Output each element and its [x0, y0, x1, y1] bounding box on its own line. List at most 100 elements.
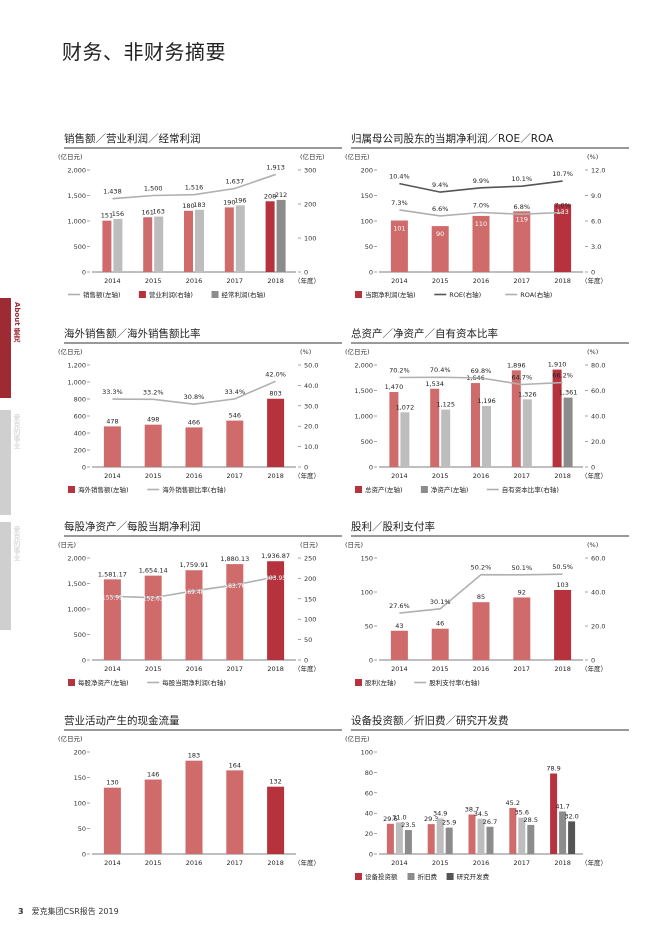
chart-c1-category-label: 2018 [267, 277, 284, 285]
chart-c2-bar-label: 101 [393, 224, 405, 232]
chart-c8-left-unit: (亿日元) [345, 734, 370, 743]
chart-c5-right-tick: 100 [304, 616, 316, 624]
chart-c8-legend-label: 研究开发费 [457, 872, 490, 881]
chart-c1-bar [235, 205, 245, 272]
chart-c6-category-label: 2017 [514, 665, 531, 673]
chart-c3-right-tick: 20.0 [304, 423, 318, 431]
chart-c7-category-label: 2016 [186, 859, 203, 867]
chart-c3-series-line [112, 380, 276, 405]
chart-c1-bar-label: 163 [152, 208, 164, 216]
chart-c5-bar-label: 1,880.13 [220, 555, 249, 563]
chart-c3-bar [185, 427, 203, 467]
chart-sales-profit-svg: 销售额／营业利润／经常利润 (亿日元) (亿日元) 0 500 1,000 1,500 2,0… [58, 132, 342, 299]
chart-c8-legend-label: 折旧费 [418, 872, 438, 881]
sidebar-tab-3[interactable] [0, 522, 11, 630]
chart-c5-left-tick: 1,500 [67, 580, 86, 588]
chart-c1-legend-label: 营业利润(右轴) [149, 290, 193, 299]
chart-c2-bar-label: 119 [516, 215, 528, 223]
chart-c1-bar-label: 151 [101, 212, 113, 220]
chart-c6-bar [472, 602, 490, 660]
chart-c3-left-tick: 600 [74, 413, 86, 421]
chart-per-share: 每股净资产／每股当期净利润 (日元) (日元) 0 500 1,000 1,500 2,000… [58, 518, 348, 698]
chart-dividend: 股利／股利支付率 (日元) (%) 0 50 100 150 0 20.0 40.0 60.0 43 4… [345, 518, 635, 698]
chart-c1-bar-label: 212 [275, 191, 287, 199]
chart-c1-bar [224, 207, 234, 272]
chart-c4-line-label: 70.2% [389, 366, 410, 374]
sidebar-tab-2[interactable] [0, 410, 11, 515]
chart-c7-title: 营业活动产生的现金流量 [64, 714, 180, 727]
chart-c8-bar-label: 35.6 [515, 809, 529, 817]
chart-c3-category-label: 2015 [145, 472, 162, 480]
chart-c4-bar [400, 412, 410, 467]
chart-c1-category-label: 2016 [186, 277, 203, 285]
chart-c1-bar-label: 208 [264, 192, 276, 200]
chart-c8-category-label: 2015 [432, 859, 449, 867]
chart-c8-bar [436, 818, 444, 854]
chart-c8-bar [559, 811, 567, 854]
chart-c5-right-tick: 0 [304, 657, 308, 665]
chart-c5-bar-label: 1,759.91 [180, 561, 209, 569]
chart-c3-legend-label: 海外销售额比率(右轴) [162, 485, 226, 494]
chart-c4-category-label: 2017 [514, 472, 531, 480]
chart-c8-bar-label: 28.5 [524, 816, 538, 824]
chart-c7-left-tick: 100 [74, 800, 86, 808]
sidebar-tab-active[interactable] [0, 298, 11, 398]
chart-c2-line-label: 10.1% [511, 175, 532, 183]
chart-c7-category-label: 2018 [267, 859, 284, 867]
chart-c2-title: 归属母公司股东的当期净利润／ROE／ROA [351, 132, 554, 145]
chart-c8-bar-label: 29.6 [383, 815, 397, 823]
chart-c4-right-unit: (%) [587, 348, 598, 356]
chart-c7-bar [103, 787, 121, 854]
chart-c3-left-tick: 0 [82, 464, 86, 472]
chart-c1-left-tick: 2,000 [67, 167, 86, 175]
chart-c8-category-label: 2018 [554, 859, 571, 867]
chart-c6-right-tick: 20.0 [591, 623, 605, 631]
chart-c3-category-label: 2017 [227, 472, 244, 480]
chart-c5-bar-label: 1,654.14 [139, 567, 168, 575]
chart-c1-series-line [112, 173, 276, 200]
chart-c6-right-unit: (%) [587, 541, 598, 549]
chart-c5-right-tick: 250 [304, 555, 316, 563]
chart-overseas-sales: 海外销售额／海外销售额比率 (亿日元) (%) 0 200 400 600 800 1,000 1… [58, 325, 348, 505]
chart-c3-legend-label: 海外销售额(左轴) [78, 485, 129, 494]
chart-capex-depreciation-rnd-svg: 设备投资额／折旧费／研究开发费 (亿日元) 0 20 40 60 80 100 29.6 29.3… [345, 714, 629, 881]
chart-c8-bar [550, 773, 558, 854]
chart-c3-bar-label: 466 [188, 418, 200, 426]
chart-c1-left-unit: (亿日元) [58, 152, 83, 161]
chart-c5-category-label: 2017 [227, 665, 244, 673]
chart-c8-left-tick: 0 [369, 851, 373, 859]
chart-c5-bar [226, 564, 244, 660]
chart-c2-category-label: 2014 [391, 277, 408, 285]
chart-c4-line-label: 70.4% [430, 366, 451, 374]
chart-capex-depreciation-rnd: 设备投资额／折旧费／研究开发费 (亿日元) 0 20 40 60 80 100 29.6 29.3… [345, 712, 635, 892]
chart-c6-bar-label: 43 [395, 622, 403, 630]
chart-c4-legend-swatch [420, 486, 428, 493]
chart-c8-bar [509, 807, 517, 854]
page-number: 3 [18, 907, 24, 916]
chart-c8-bar-label: 45.2 [506, 799, 520, 807]
chart-c2-bar-label: 90 [436, 230, 444, 238]
chart-c1-bar [113, 218, 123, 272]
chart-c5-bar [185, 570, 203, 660]
sidebar-label-2: 爱克的事业 [13, 414, 21, 449]
chart-c4-bar-label: 1,470 [385, 383, 404, 391]
chart-c8-bar-label: 32.0 [564, 812, 578, 820]
chart-c8-left-tick: 60 [365, 789, 373, 797]
chart-c7-bar-label: 146 [147, 771, 159, 779]
chart-c4-bar-label: 1,125 [436, 401, 455, 409]
chart-c1-left-tick: 1,000 [67, 218, 86, 226]
chart-c3-right-tick: 50.0 [304, 362, 318, 370]
chart-c5-title: 每股净资产／每股当期净利润 [64, 520, 201, 533]
chart-c6-line-label: 27.6% [389, 602, 410, 610]
chart-c5-line-label: 155.99 [102, 594, 123, 601]
chart-c4-left-tick: 500 [361, 438, 373, 446]
chart-c2-bar [513, 211, 531, 272]
chart-c2-year-unit: （年度） [581, 276, 607, 285]
chart-c4-bar-label: 1,196 [477, 397, 496, 405]
chart-c4-left-unit: (亿日元) [345, 347, 370, 356]
chart-c2-right-tick: 12.0 [591, 167, 605, 175]
chart-c4-bar [482, 406, 491, 467]
chart-c8-category-label: 2016 [473, 859, 490, 867]
chart-c3-year-unit: （年度） [294, 471, 320, 480]
chart-assets-equity-svg: 总资产／净资产／自有资本比率 (亿日元) (%) 0 500 1,000 1,500 2,00… [345, 327, 629, 494]
